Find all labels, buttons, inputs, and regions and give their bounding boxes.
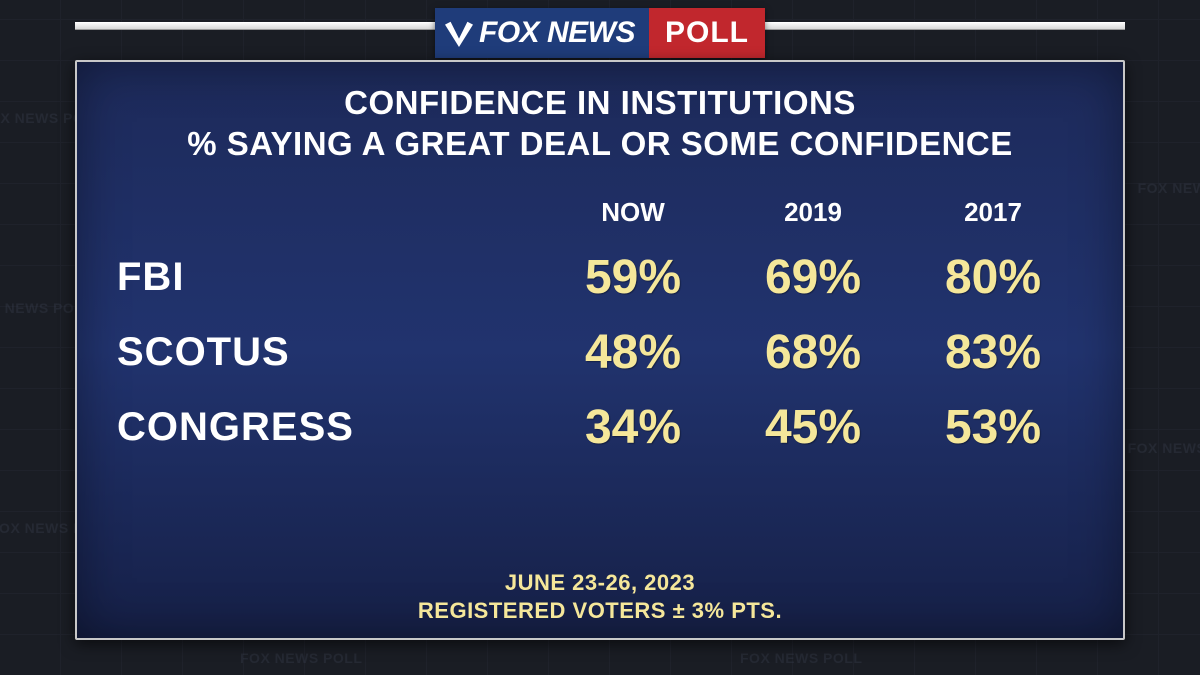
title-line-1: CONFIDENCE IN INSTITUTIONS (117, 82, 1083, 123)
brand-logo: FOX NEWS POLL (435, 8, 765, 58)
title-line-2: % SAYING A GREAT DEAL OR SOME CONFIDENCE (117, 123, 1083, 164)
brand-right: POLL (649, 8, 765, 58)
cell-value: 59% (543, 250, 723, 305)
row-label: FBI (117, 255, 543, 300)
brand-left: FOX NEWS (435, 8, 649, 58)
poll-panel: CONFIDENCE IN INSTITUTIONS % SAYING A GR… (75, 60, 1125, 640)
cell-value: 69% (723, 250, 903, 305)
cell-value: 83% (903, 325, 1083, 380)
cell-value: 53% (903, 400, 1083, 455)
brand-right-text: POLL (665, 16, 749, 50)
footer-line-2: REGISTERED VOTERS ± 3% PTS. (117, 597, 1083, 625)
col-header: NOW (543, 197, 723, 228)
cell-value: 34% (543, 400, 723, 455)
row-label: SCOTUS (117, 330, 543, 375)
row-label: CONGRESS (117, 405, 543, 450)
cell-value: 80% (903, 250, 1083, 305)
watermark: FOX NEWS POLL (1128, 440, 1200, 456)
table-header-row: NOW 2019 2017 (117, 197, 1083, 228)
watermark: FOX NEWS POLL (240, 650, 362, 666)
table-row: CONGRESS 34% 45% 53% (117, 390, 1083, 465)
footer-line-1: JUNE 23-26, 2023 (117, 569, 1083, 597)
col-header: 2017 (903, 197, 1083, 228)
spotlight-icon (445, 19, 473, 47)
panel-title: CONFIDENCE IN INSTITUTIONS % SAYING A GR… (117, 82, 1083, 165)
cell-value: 45% (723, 400, 903, 455)
brand-left-text: FOX NEWS (479, 16, 635, 50)
panel-footer: JUNE 23-26, 2023 REGISTERED VOTERS ± 3% … (117, 569, 1083, 624)
cell-value: 68% (723, 325, 903, 380)
watermark: FOX NEWS POLL (1138, 180, 1200, 196)
col-header: 2019 (723, 197, 903, 228)
watermark: FOX NEWS POLL (740, 650, 862, 666)
data-table: NOW 2019 2017 FBI 59% 69% 80% SCOTUS 48%… (117, 197, 1083, 570)
table-row: SCOTUS 48% 68% 83% (117, 315, 1083, 390)
cell-value: 48% (543, 325, 723, 380)
table-row: FBI 59% 69% 80% (117, 240, 1083, 315)
